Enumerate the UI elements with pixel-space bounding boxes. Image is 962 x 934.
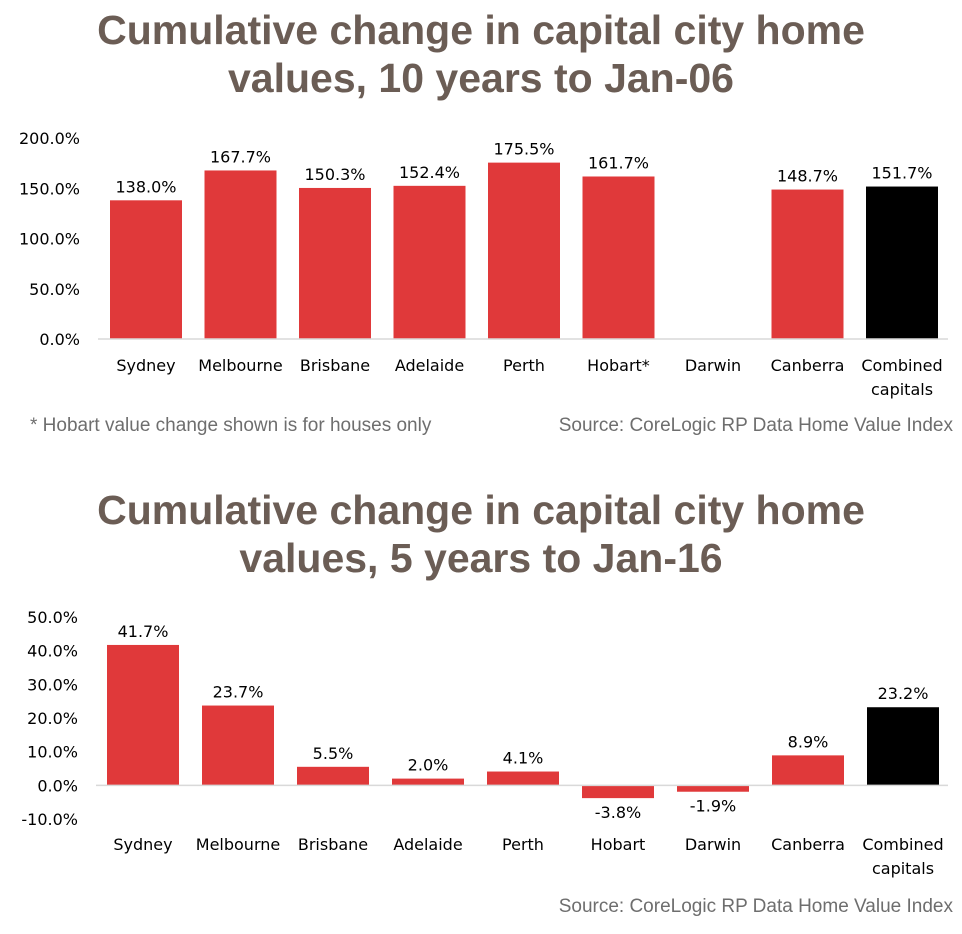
chart1-ytick-label: 200.0% bbox=[19, 129, 80, 148]
chart1-value-label: 161.7% bbox=[588, 153, 649, 172]
chart2-category-label: Combined capitals bbox=[862, 835, 943, 878]
chart2-category-label: Hobart bbox=[591, 835, 646, 854]
chart2-category-label: Adelaide bbox=[393, 835, 462, 854]
chart1-category-label: Adelaide bbox=[395, 356, 464, 375]
chart1-title: Cumulative change in capital city home v… bbox=[0, 6, 962, 102]
chart2-bar bbox=[772, 755, 844, 786]
chart1-bar bbox=[299, 187, 371, 339]
chart2-value-label: 8.9% bbox=[788, 732, 829, 751]
chart1-ytick-label: 150.0% bbox=[19, 179, 80, 198]
chart1-value-label: 175.5% bbox=[493, 140, 554, 159]
chart1-ytick-label: 50.0% bbox=[29, 280, 80, 299]
chart1-value-label: 152.4% bbox=[399, 163, 460, 182]
chart2-value-label: 41.7% bbox=[118, 622, 169, 641]
chart1-bar bbox=[866, 186, 938, 339]
chart1-category-label: Perth bbox=[503, 356, 545, 375]
chart1-bar bbox=[771, 189, 844, 339]
chart1-value-label: 138.0% bbox=[115, 177, 176, 196]
chart1-value-label: 150.3% bbox=[304, 165, 365, 184]
chart1-category-label: Combined capitals bbox=[861, 356, 942, 399]
chart1-category-label: Hobart* bbox=[587, 356, 650, 375]
chart2-category-label: Brisbane bbox=[298, 835, 368, 854]
chart1-category-label: Brisbane bbox=[300, 356, 370, 375]
chart2-category-label: Perth bbox=[502, 835, 544, 854]
chart2-category-label: Canberra bbox=[771, 835, 845, 854]
chart1-bar bbox=[582, 176, 655, 339]
chart2-value-label: 23.7% bbox=[213, 683, 264, 702]
chart1-category-label: Canberra bbox=[771, 356, 845, 375]
chart1-value-label: 148.7% bbox=[777, 167, 838, 186]
chart2-title-line1: Cumulative change in capital city home bbox=[97, 487, 865, 533]
chart2-ytick-label: 30.0% bbox=[27, 675, 78, 694]
chart1-title-line1: Cumulative change in capital city home bbox=[97, 7, 865, 53]
chart2-bar bbox=[202, 705, 274, 786]
chart2-bar bbox=[392, 778, 464, 786]
chart2-bar bbox=[582, 785, 654, 799]
chart2-value-label: 5.5% bbox=[313, 744, 354, 763]
chart2-title: Cumulative change in capital city home v… bbox=[0, 486, 962, 582]
chart2-value-label: -3.8% bbox=[595, 803, 641, 822]
chart2-bar bbox=[867, 707, 939, 786]
chart1-footnote: * Hobart value change shown is for house… bbox=[30, 415, 432, 436]
chart2-value-label: -1.9% bbox=[690, 797, 736, 816]
chart2-bar bbox=[677, 785, 749, 792]
chart2-bar bbox=[297, 766, 369, 786]
chart1-bar bbox=[393, 185, 466, 339]
chart2-value-label: 23.2% bbox=[878, 684, 929, 703]
chart1-category-label: Melbourne bbox=[198, 356, 282, 375]
chart2-ytick-label: 0.0% bbox=[37, 776, 78, 795]
chart2-ytick-label: 20.0% bbox=[27, 709, 78, 728]
chart1-category-label: Darwin bbox=[685, 356, 741, 375]
chart2-title-line2: values, 5 years to Jan-16 bbox=[239, 535, 723, 581]
chart1-value-label: 151.7% bbox=[871, 164, 932, 183]
chart2-ytick-label: 50.0% bbox=[27, 608, 78, 627]
chart1-bar bbox=[204, 170, 277, 339]
chart2-bar bbox=[107, 644, 179, 786]
chart1-ytick-label: 100.0% bbox=[19, 230, 80, 249]
chart1-category-label: Sydney bbox=[116, 356, 175, 375]
chart2-category-label: Sydney bbox=[113, 835, 172, 854]
chart2-ytick-label: -10.0% bbox=[21, 810, 78, 829]
chart2-value-label: 4.1% bbox=[503, 749, 544, 768]
chart1-source: Source: CoreLogic RP Data Home Value Ind… bbox=[558, 415, 953, 436]
chart2-bar-chart: -10.0% 0.0% 10.0% 20.0% 30.0% 40.0% 50.0% 41.7%… bbox=[21, 608, 948, 878]
chart1-bar bbox=[488, 162, 560, 339]
chart1-value-label: 167.7% bbox=[210, 147, 271, 166]
chart2-category-label: Darwin bbox=[685, 835, 741, 854]
chart1-bar-chart: 0.0% 50.0% 100.0% 150.0% 200.0% 138.0% Sydney 1… bbox=[19, 129, 948, 399]
chart2-ytick-label: 10.0% bbox=[27, 743, 78, 762]
chart2-bar bbox=[487, 771, 559, 786]
chart1-title-line2: values, 10 years to Jan-06 bbox=[228, 55, 734, 101]
chart2-ytick-label: 40.0% bbox=[27, 642, 78, 661]
chart1-ytick-label: 0.0% bbox=[39, 330, 80, 349]
chart1-bar bbox=[110, 200, 182, 339]
chart2-source: Source: CoreLogic RP Data Home Value Ind… bbox=[558, 896, 953, 917]
chart2-category-label: Melbourne bbox=[196, 835, 280, 854]
chart2-value-label: 2.0% bbox=[408, 756, 449, 775]
